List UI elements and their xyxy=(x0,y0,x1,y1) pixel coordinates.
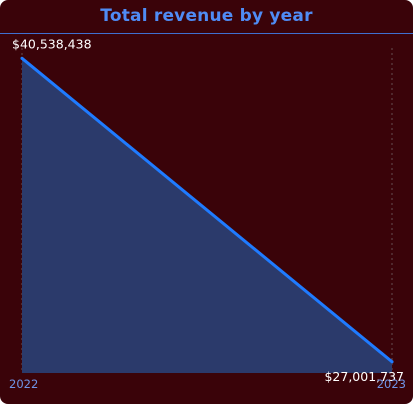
series-line-group xyxy=(20,56,394,364)
revenue-line xyxy=(20,56,394,364)
chart-title: Total revenue by year xyxy=(100,6,313,26)
data-label-2023: $27,001,737 xyxy=(324,369,404,384)
label-group: $40,538,438 $27,001,737 2022 2023 xyxy=(9,36,406,391)
x-tick-label-2022: 2022 xyxy=(9,377,38,391)
data-label-2022: $40,538,438 xyxy=(12,36,92,51)
data-point-2022[interactable] xyxy=(20,56,24,60)
area-fill xyxy=(22,58,392,373)
title-divider xyxy=(0,33,413,34)
data-point-2023[interactable] xyxy=(390,360,394,364)
x-tick-label-2023: 2023 xyxy=(377,377,406,391)
